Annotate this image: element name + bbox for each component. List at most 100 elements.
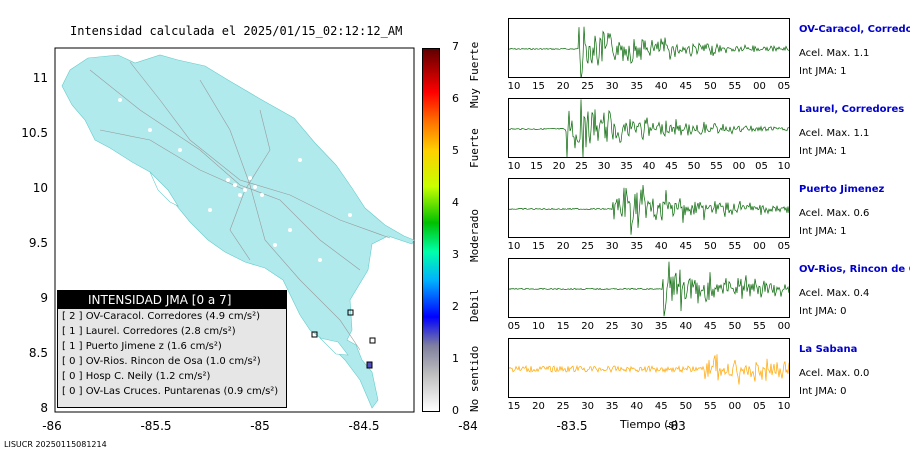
time-tick: 00 bbox=[732, 161, 746, 172]
time-tick: 40 bbox=[630, 401, 644, 412]
time-tick: 45 bbox=[679, 241, 693, 252]
legend-row: [ 0 ] OV-Rios. Rincon de Osa (1.0 cm/s²) bbox=[62, 356, 261, 367]
time-tick: 00 bbox=[753, 81, 766, 92]
time-tick: 15 bbox=[530, 161, 543, 172]
seismogram-trace bbox=[508, 99, 790, 158]
time-tick: 55 bbox=[728, 81, 742, 92]
time-tick: 05 bbox=[753, 401, 766, 412]
time-tick: 25 bbox=[556, 401, 570, 412]
time-tick: 20 bbox=[581, 321, 594, 332]
time-tick: 45 bbox=[703, 321, 717, 332]
station-name: Laurel, Corredores bbox=[799, 104, 905, 115]
station-name: OV-Caracol, Corredore bbox=[799, 24, 910, 35]
time-tick: 20 bbox=[556, 81, 570, 92]
time-tick: 35 bbox=[605, 401, 619, 412]
colorbar-tick: 1 bbox=[452, 352, 459, 365]
legend-header: INTENSIDAD JMA [0 a 7] bbox=[58, 291, 286, 309]
map-lat-tick: 10.5 bbox=[21, 126, 48, 140]
time-tick: 45 bbox=[665, 161, 678, 172]
map-lat-tick: 9.5 bbox=[29, 236, 48, 250]
colorbar-tick: 2 bbox=[452, 300, 459, 313]
station-intensity: Int JMA: 1 bbox=[799, 146, 847, 157]
time-tick: 50 bbox=[703, 81, 717, 92]
time-tick: 55 bbox=[728, 241, 742, 252]
time-tick: 15 bbox=[532, 241, 545, 252]
time-tick: 30 bbox=[581, 401, 594, 412]
event-marker bbox=[366, 361, 373, 369]
station-name: OV-Rios, Rincon de Os bbox=[799, 264, 910, 275]
time-tick: 35 bbox=[630, 241, 644, 252]
time-tick: 00 bbox=[728, 401, 742, 412]
time-tick: 10 bbox=[777, 401, 791, 412]
colorbar-label: No sentido bbox=[468, 345, 481, 412]
time-tick: 10 bbox=[507, 161, 521, 172]
colorbar-tick: 4 bbox=[452, 196, 459, 209]
colorbar-label: Muy Fuerte bbox=[468, 41, 481, 108]
map-lon-tick: -86 bbox=[42, 419, 62, 433]
time-tick: 20 bbox=[556, 241, 570, 252]
footer-id: LISUCR 20250115081214 bbox=[4, 440, 107, 449]
intensity-colorbar bbox=[422, 48, 440, 412]
time-tick: 40 bbox=[642, 161, 656, 172]
time-tick: 40 bbox=[679, 321, 693, 332]
map-lon-tick: -83.5 bbox=[556, 419, 587, 433]
time-tick: 20 bbox=[532, 401, 545, 412]
colorbar-label: Fuerte bbox=[468, 128, 481, 168]
time-tick: 25 bbox=[581, 81, 594, 92]
time-tick: 05 bbox=[777, 81, 791, 92]
time-tick: 00 bbox=[777, 321, 791, 332]
x-axis-title: Tiempo (s) bbox=[620, 418, 679, 431]
nicoya-gulf bbox=[149, 171, 179, 207]
station-intensity: Int JMA: 0 bbox=[799, 306, 847, 317]
colorbar-tick: 6 bbox=[452, 92, 459, 105]
map-ticks: -86 -85.5 -85 -84.5 -84 -83.5 -831110.5109.598… bbox=[21, 71, 686, 433]
time-tick: 30 bbox=[597, 161, 611, 172]
seismogram-line bbox=[508, 26, 790, 80]
time-tick: 25 bbox=[581, 241, 594, 252]
legend-box: INTENSIDAD JMA [0 a 7] [ 2 ] OV-Caracol.… bbox=[57, 290, 287, 408]
station-dots bbox=[118, 98, 352, 262]
map-title: Intensidad calculada el 2025/01/15_02:12… bbox=[70, 24, 403, 38]
time-tick: 35 bbox=[630, 81, 644, 92]
station-intensity: Int JMA: 0 bbox=[799, 386, 847, 397]
time-tick: 30 bbox=[630, 321, 644, 332]
legend-row: [ 0 ] Hosp C. Neily (1.2 cm/s²) bbox=[62, 371, 211, 382]
seismogram-trace bbox=[508, 261, 790, 317]
time-tick: 45 bbox=[679, 81, 693, 92]
time-tick: 50 bbox=[703, 241, 717, 252]
time-tick: 10 bbox=[532, 321, 545, 332]
time-tick: 50 bbox=[687, 161, 701, 172]
colorbar-tick: 7 bbox=[452, 40, 459, 53]
time-tick: 40 bbox=[654, 241, 668, 252]
map-lon-tick: -84.5 bbox=[348, 419, 379, 433]
colorbar-tick: 5 bbox=[452, 144, 459, 157]
seismogram-panel bbox=[508, 18, 790, 80]
seismogram-panel bbox=[508, 98, 790, 158]
legend-row: [ 1 ] Puerto Jimene z (1.6 cm/s²) bbox=[62, 341, 222, 352]
time-tick: 00 bbox=[753, 241, 766, 252]
colorbar-tick: 3 bbox=[452, 248, 459, 261]
time-tick: 40 bbox=[654, 81, 668, 92]
legend-row: [ 1 ] Laurel. Corredores (2.8 cm/s²) bbox=[62, 326, 236, 337]
map-lon-tick: -84 bbox=[458, 419, 478, 433]
time-tick: 25 bbox=[575, 161, 588, 172]
time-tick: 05 bbox=[755, 161, 768, 172]
station-accel: Acel. Max. 0.0 bbox=[799, 368, 870, 379]
event-stations bbox=[311, 309, 376, 344]
seismogram-line bbox=[508, 99, 790, 158]
seismogram-panel bbox=[508, 338, 790, 398]
time-tick: 30 bbox=[605, 241, 619, 252]
map-lat-tick: 8 bbox=[40, 401, 48, 415]
map-lon-tick: -85 bbox=[250, 419, 270, 433]
time-tick: 55 bbox=[753, 321, 766, 332]
legend-row: [ 2 ] OV-Caracol. Corredores (4.9 cm/s²) bbox=[62, 311, 261, 322]
seismogram-line bbox=[508, 184, 790, 235]
time-tick: 15 bbox=[532, 81, 545, 92]
time-tick: 35 bbox=[654, 321, 668, 332]
colorbar-tick: 0 bbox=[452, 404, 459, 417]
time-tick: 55 bbox=[710, 161, 723, 172]
seismogram-line bbox=[508, 261, 790, 317]
station-intensity: Int JMA: 1 bbox=[799, 66, 847, 77]
time-tick: 05 bbox=[507, 321, 521, 332]
time-tick: 50 bbox=[679, 401, 693, 412]
